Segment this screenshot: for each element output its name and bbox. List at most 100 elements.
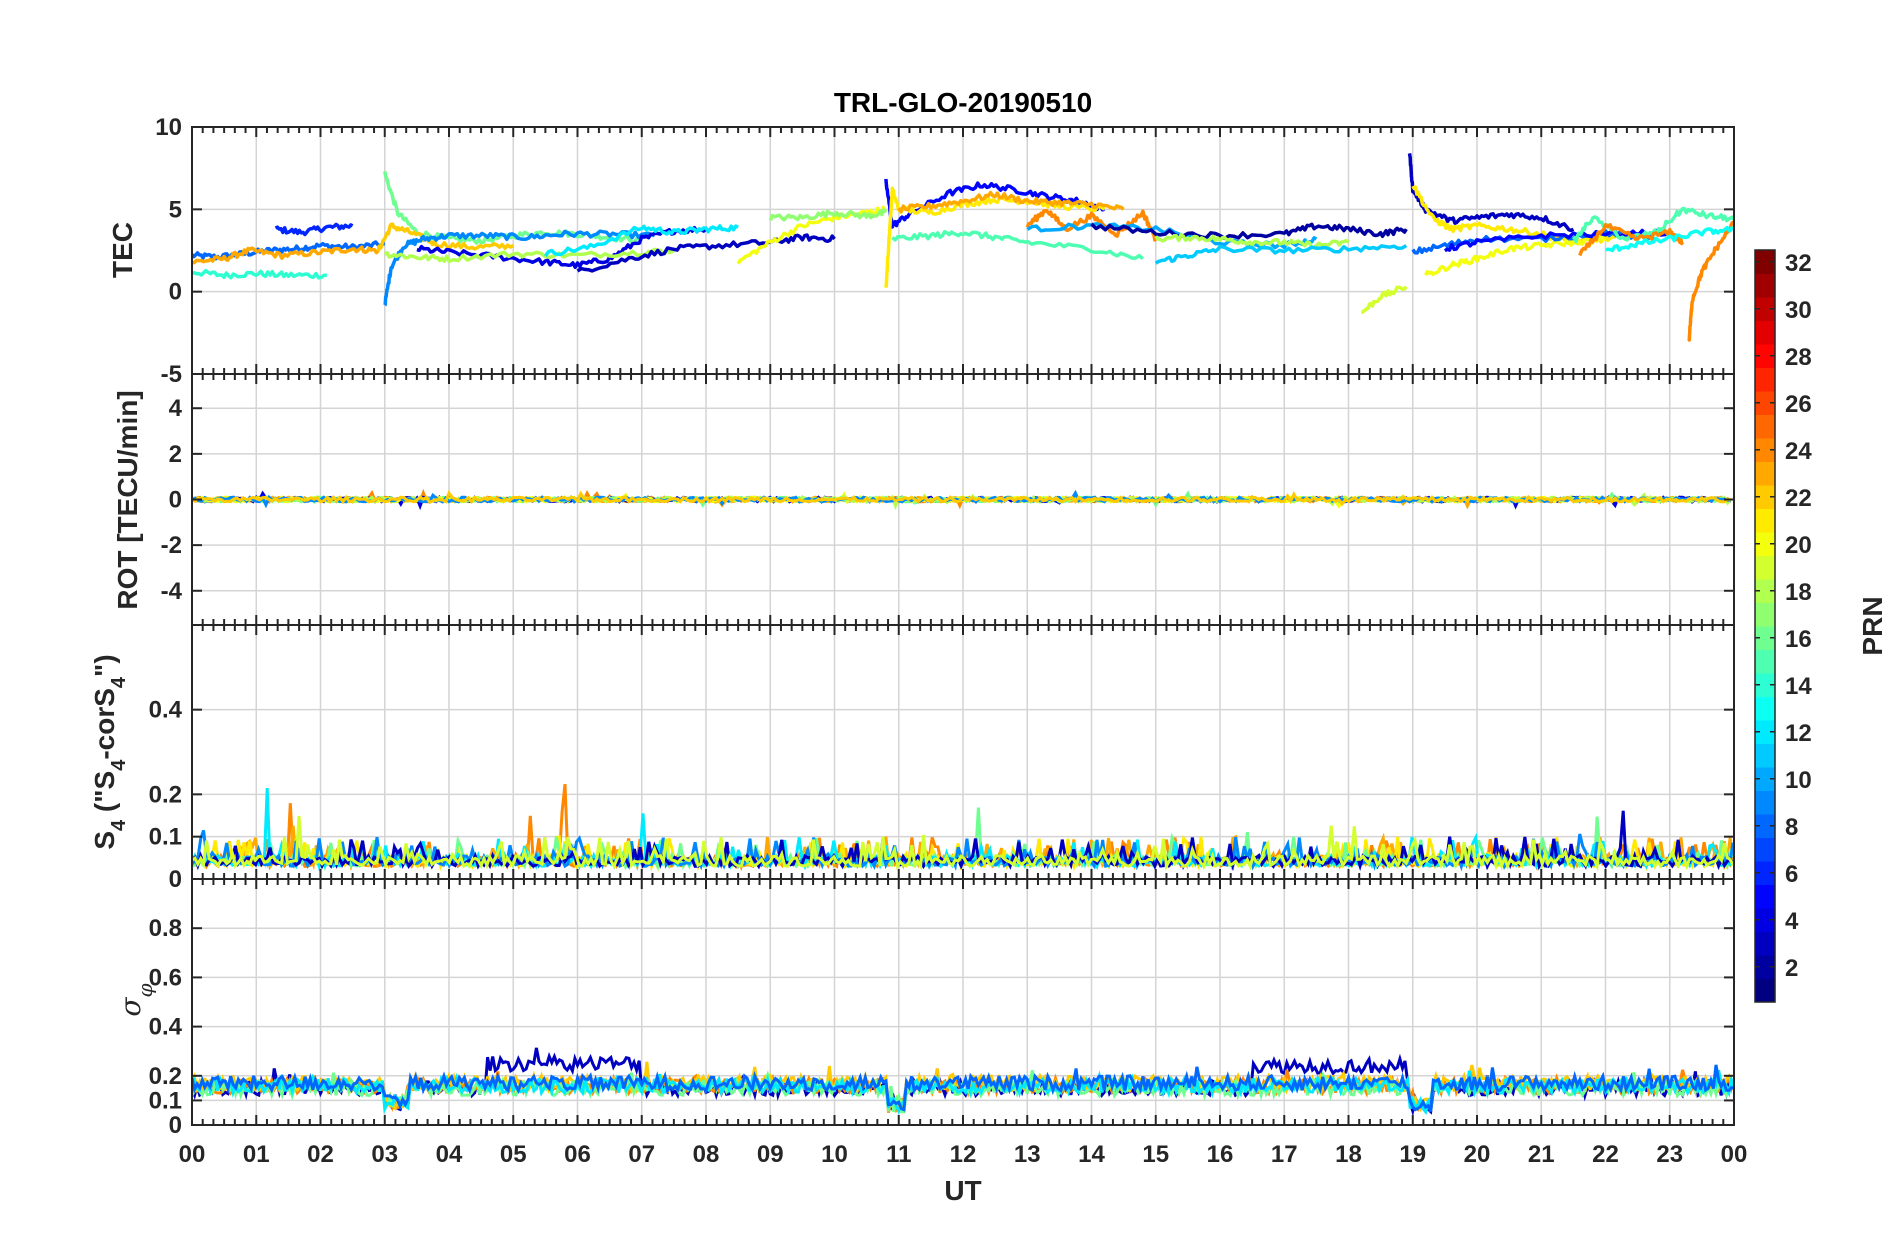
colorbar-cell: [1755, 955, 1775, 979]
xtick-label: 15: [1142, 1141, 1169, 1168]
ytick-label: 0: [169, 279, 182, 306]
xtick-label: 20: [1464, 1141, 1491, 1168]
colorbar-cell: [1755, 485, 1775, 509]
tec-series-line: [543, 224, 739, 258]
ytick-label: 0.4: [149, 697, 183, 724]
tec-series-line: [192, 245, 380, 265]
tec-series-line: [768, 208, 888, 222]
xtick-label: 00: [179, 1141, 206, 1168]
ytick-label: -2: [161, 532, 182, 559]
panel-s4: 0 0.1 0.2 0.4 S4 ("S4-corS4"): [89, 624, 1735, 893]
xtick-label: 12: [950, 1141, 977, 1168]
sigma-series-line: [192, 1064, 1734, 1113]
grid-s4: [191, 625, 1735, 880]
ytick-label: 0: [169, 1112, 182, 1139]
ytick-labels-sigma: 00.10.2 0.4 0.6 0.8: [149, 915, 183, 1139]
colorbar-tick-label: 14: [1785, 673, 1812, 700]
tec-series-line: [1424, 235, 1606, 277]
lines-rot: [192, 488, 1732, 511]
ylabel-tec: TEC: [107, 222, 138, 278]
colorbar-tick-label: 4: [1785, 908, 1799, 935]
colorbar-cell: [1755, 414, 1775, 439]
colorbar-cell: [1755, 649, 1775, 674]
colorbar-tick-label: 12: [1785, 720, 1812, 747]
colorbar-cells: [1755, 250, 1775, 1003]
colorbar-cell: [1755, 767, 1775, 791]
ytick-label: 0.2: [149, 1063, 182, 1090]
xlabel: UT: [944, 1175, 981, 1206]
chart-title: TRL-GLO-20190510: [834, 87, 1092, 118]
xtick-label: 13: [1014, 1141, 1041, 1168]
s4-series-line: [192, 815, 1734, 872]
colorbar-tick-label: 6: [1785, 861, 1798, 888]
colorbar-cell: [1755, 250, 1775, 274]
ytick-labels-s4: 0 0.1 0.2 0.4: [149, 697, 183, 893]
tec-series-line: [1154, 244, 1408, 265]
tec-series-line: [1407, 153, 1575, 233]
colorbar-cell: [1755, 297, 1775, 321]
xtick-label: 23: [1656, 1141, 1683, 1168]
xtick-label: 16: [1207, 1141, 1234, 1168]
ytick-label: 0.2: [149, 781, 182, 808]
xtick-label: 07: [628, 1141, 655, 1168]
ytick-label: 0: [169, 487, 182, 514]
tec-series-line: [1578, 223, 1684, 257]
colorbar-tick-label: 18: [1785, 579, 1812, 606]
colorbar-cell: [1755, 908, 1775, 932]
xtick-label: 09: [757, 1141, 784, 1168]
colorbar-tick-label: 20: [1785, 532, 1812, 559]
colorbar-cell: [1755, 673, 1775, 697]
ytick-labels-rot: -4 -2 0 2 4: [161, 395, 183, 605]
colorbar-tick-label: 22: [1785, 485, 1812, 512]
colorbar-tick-label: 24: [1785, 438, 1812, 465]
colorbar-cell: [1755, 579, 1775, 603]
tec-series-line: [576, 233, 836, 273]
xtick-label: 17: [1271, 1141, 1298, 1168]
ytick-label: 0.8: [149, 915, 182, 942]
grid-tec: [191, 126, 1735, 375]
colorbar-tick-label: 26: [1785, 391, 1812, 418]
ytick-label: 0.1: [149, 1087, 182, 1114]
colorbar-cell: [1755, 837, 1775, 862]
ytick-label: 5: [169, 196, 182, 223]
tec-series-line: [192, 268, 327, 280]
colorbar-tick-label: 2: [1785, 955, 1798, 982]
panel-rot: -4 -2 0 2 4 ROT [TECU/min]: [112, 373, 1735, 626]
ticks-sigma: [191, 878, 1735, 1126]
lines-s4: [192, 783, 1734, 873]
colorbar-tick-label: 28: [1785, 344, 1812, 371]
tec-series-line: [1090, 222, 1408, 241]
xtick-label: 03: [371, 1141, 398, 1168]
tec-series-line: [1687, 220, 1734, 342]
colorbar-cell: [1755, 790, 1775, 815]
rot-series-line: [192, 490, 1732, 507]
colorbar-cell: [1755, 861, 1775, 885]
colorbar-cell: [1755, 461, 1775, 486]
ytick-label: 0: [169, 866, 182, 893]
colorbar-cell: [1755, 602, 1775, 627]
tec-series-line: [897, 190, 1125, 214]
ylabel-sigma: σφ: [114, 983, 157, 1016]
ytick-label: 0.6: [149, 964, 182, 991]
tec-series-line: [1025, 208, 1157, 242]
tec-series-line: [1154, 233, 1350, 250]
colorbar-tick-label: 32: [1785, 250, 1812, 277]
colorbar-cell: [1755, 626, 1775, 650]
lines-tec: [192, 153, 1734, 342]
xtick-label: 02: [307, 1141, 334, 1168]
xtick-labels: 00 01 02 03 04 05 06 07 08 09 10 11 12 13 14 15 16 17 18 19…: [179, 1141, 1748, 1168]
colorbar-label: PRN: [1857, 596, 1888, 655]
tec-series-line: [376, 222, 515, 252]
xtick-label: 00: [1721, 1141, 1748, 1168]
panel-tec: -5 0 5 10 TEC: [107, 114, 1735, 388]
colorbar-cell: [1755, 273, 1775, 298]
xtick-label: 22: [1592, 1141, 1619, 1168]
colorbar-frame: [1754, 249, 1776, 1003]
colorbar-cell: [1755, 720, 1775, 744]
panel-sigma-phi: 00.10.2 0.4 0.6 0.8 σφ: [114, 878, 1735, 1139]
colorbar-cell: [1755, 508, 1775, 533]
xtick-label: 14: [1078, 1141, 1105, 1168]
ylabel-s4: S4 ("S4-corS4"): [89, 654, 130, 849]
